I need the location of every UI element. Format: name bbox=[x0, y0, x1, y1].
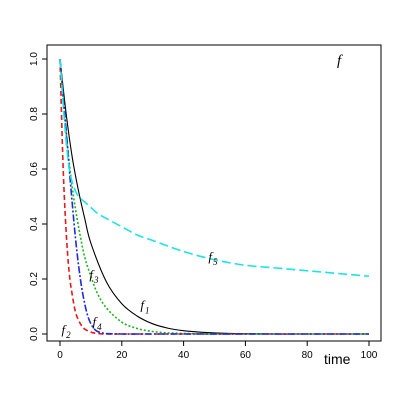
series-label-main: f bbox=[89, 267, 95, 282]
series-f1-label: f1 bbox=[140, 297, 149, 315]
plot-frame bbox=[46, 44, 382, 342]
x-tick-label: 60 bbox=[240, 350, 252, 361]
series-f1-line bbox=[59, 58, 369, 335]
series-label-main: f bbox=[92, 314, 98, 329]
series-label-subscript: 3 bbox=[93, 275, 99, 285]
series-f2-line bbox=[59, 58, 369, 335]
y-tick-label: 0.2 bbox=[29, 272, 40, 286]
corner-label: f bbox=[337, 53, 343, 69]
series-f2-label: f2 bbox=[62, 322, 72, 340]
series-label-subscript: 1 bbox=[145, 305, 150, 315]
y-tick-label: 0.8 bbox=[29, 107, 40, 121]
series-f4-label: f4 bbox=[92, 314, 102, 332]
y-tick-label: 0.4 bbox=[29, 217, 40, 231]
x-tick-label: 20 bbox=[116, 350, 128, 361]
x-tick-label: 80 bbox=[302, 350, 314, 361]
y-tick-label: 0.0 bbox=[29, 327, 40, 341]
x-axis: 0 20 40 60 80 100 bbox=[57, 341, 378, 361]
x-tick-label: 0 bbox=[57, 350, 63, 361]
series-label-main: f bbox=[140, 297, 146, 312]
series-label-subscript: 2 bbox=[66, 330, 71, 340]
y-axis: 0.0 0.2 0.4 0.6 0.8 1.0 bbox=[29, 52, 47, 341]
series-layer bbox=[59, 58, 370, 335]
series-f3-line bbox=[59, 58, 369, 335]
series-label-subscript: 4 bbox=[97, 322, 102, 332]
y-tick-label: 1.0 bbox=[29, 52, 40, 66]
series-f5-label: f5 bbox=[208, 249, 218, 267]
x-tick-label: 40 bbox=[178, 350, 190, 361]
series-label-subscript: 5 bbox=[213, 257, 218, 267]
series-f4-line bbox=[59, 58, 369, 335]
series-f3-label: f3 bbox=[89, 267, 99, 285]
x-tick-label: 100 bbox=[361, 350, 378, 361]
series-label-main: f bbox=[208, 249, 214, 264]
series-f5-line bbox=[59, 58, 370, 278]
x-axis-title: time bbox=[324, 351, 351, 367]
y-tick-label: 0.6 bbox=[29, 162, 40, 176]
series-label-main: f bbox=[62, 322, 68, 337]
